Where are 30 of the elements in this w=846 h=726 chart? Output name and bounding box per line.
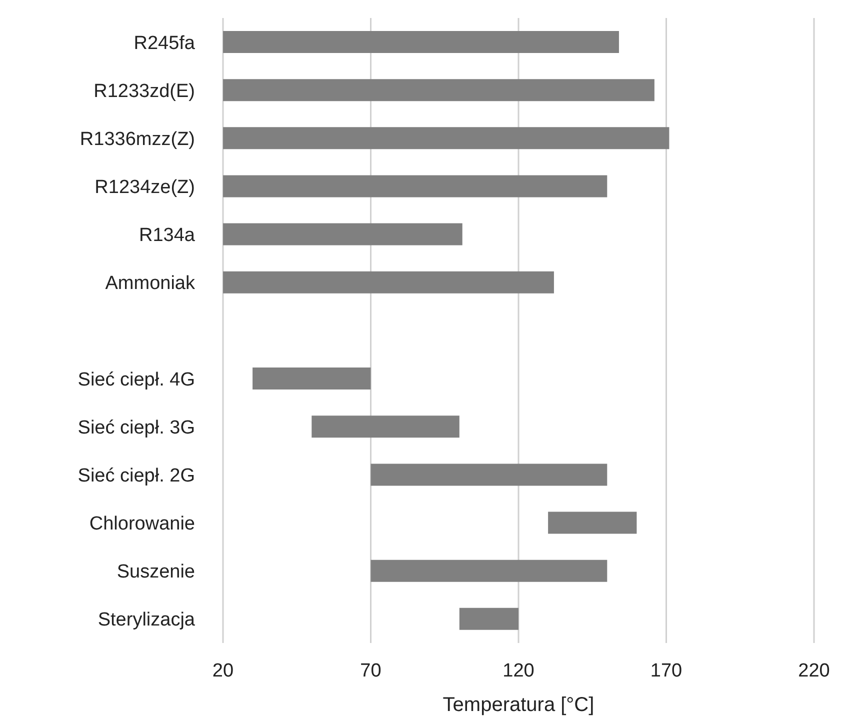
bar bbox=[223, 31, 619, 53]
bar bbox=[548, 512, 637, 534]
x-tick-label: 70 bbox=[360, 660, 382, 682]
bar bbox=[223, 271, 554, 294]
bar bbox=[252, 368, 371, 390]
y-tick-label: Sterylizacja bbox=[98, 610, 196, 631]
bar bbox=[370, 464, 608, 486]
y-tick-label: Chlorowanie bbox=[89, 514, 195, 535]
bar bbox=[223, 175, 608, 198]
bar bbox=[223, 79, 654, 102]
y-tick-label: R134a bbox=[139, 225, 196, 246]
bar bbox=[459, 608, 518, 630]
bar bbox=[370, 560, 608, 582]
y-tick-label: Sieć ciepł. 3G bbox=[78, 417, 195, 438]
y-tick-label: R1233zd(E) bbox=[94, 80, 195, 102]
x-tick-label: 20 bbox=[212, 660, 234, 682]
y-tick-label: R1234ze(Z) bbox=[94, 177, 195, 198]
x-tick-label: 220 bbox=[798, 660, 830, 682]
y-tick-label: Sieć ciepł. 2G bbox=[78, 465, 195, 486]
bar bbox=[223, 127, 670, 150]
x-tick-label: 120 bbox=[502, 660, 534, 682]
x-tick-label: 170 bbox=[650, 660, 682, 682]
y-tick-label: Suszenie bbox=[116, 562, 195, 583]
y-tick-label: Sieć ciepł. 4G bbox=[78, 369, 195, 390]
bar bbox=[312, 416, 460, 438]
y-tick-label: R1336mzz(Z) bbox=[80, 128, 195, 150]
bar bbox=[223, 223, 462, 246]
y-tick-label: R245fa bbox=[134, 32, 196, 54]
y-tick-label: Ammoniak bbox=[105, 273, 196, 294]
x-axis-title: Temperatura [°C] bbox=[442, 694, 594, 716]
